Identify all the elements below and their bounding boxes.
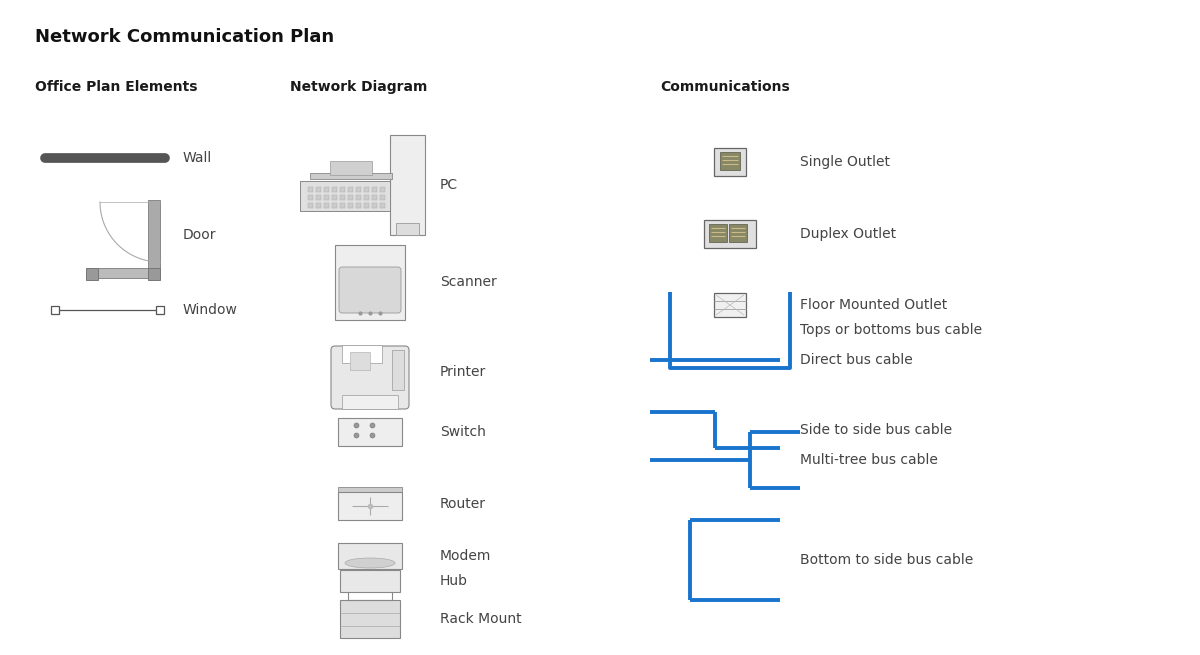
Bar xyxy=(356,195,361,200)
Text: Scanner: Scanner xyxy=(440,275,497,289)
Bar xyxy=(392,350,404,390)
Bar xyxy=(350,352,370,370)
Bar xyxy=(340,187,346,192)
Text: Duplex Outlet: Duplex Outlet xyxy=(800,227,896,241)
Text: Switch: Switch xyxy=(440,425,486,439)
Bar xyxy=(310,173,392,179)
Text: Router: Router xyxy=(440,497,486,511)
Text: Bottom to side bus cable: Bottom to side bus cable xyxy=(800,553,973,567)
FancyBboxPatch shape xyxy=(331,346,409,409)
Bar xyxy=(338,418,402,446)
Bar xyxy=(324,195,329,200)
Text: Multi-tree bus cable: Multi-tree bus cable xyxy=(800,453,938,467)
Bar xyxy=(340,570,400,592)
Text: Network Communication Plan: Network Communication Plan xyxy=(35,28,334,46)
Bar xyxy=(342,345,382,363)
Bar xyxy=(300,181,390,211)
FancyBboxPatch shape xyxy=(340,267,401,313)
Text: Hub: Hub xyxy=(440,574,468,588)
Bar xyxy=(714,293,746,317)
Bar xyxy=(324,203,329,208)
Bar xyxy=(372,195,377,200)
Bar xyxy=(338,543,402,569)
Text: Door: Door xyxy=(182,228,216,242)
Bar xyxy=(356,187,361,192)
Bar xyxy=(720,152,740,170)
Bar xyxy=(348,203,353,208)
Bar xyxy=(730,224,746,242)
Bar xyxy=(372,203,377,208)
Bar xyxy=(372,187,377,192)
Bar xyxy=(156,306,164,314)
Bar xyxy=(316,195,322,200)
Bar xyxy=(308,187,313,192)
Text: Direct bus cable: Direct bus cable xyxy=(800,353,913,367)
Bar xyxy=(714,148,746,176)
Bar xyxy=(380,187,385,192)
Text: Floor Mounted Outlet: Floor Mounted Outlet xyxy=(800,298,947,312)
Bar xyxy=(86,268,98,280)
Text: Side to side bus cable: Side to side bus cable xyxy=(800,423,952,437)
Bar xyxy=(332,187,337,192)
Bar xyxy=(335,245,406,320)
Bar xyxy=(380,203,385,208)
Bar xyxy=(50,306,59,314)
Text: PC: PC xyxy=(440,178,458,192)
Bar xyxy=(324,187,329,192)
Bar xyxy=(308,195,313,200)
Bar xyxy=(340,195,346,200)
Bar xyxy=(364,195,370,200)
Bar xyxy=(338,487,402,492)
Text: Printer: Printer xyxy=(440,365,486,379)
Text: Network Diagram: Network Diagram xyxy=(290,80,427,94)
Bar xyxy=(342,395,398,409)
Bar xyxy=(364,187,370,192)
Text: Modem: Modem xyxy=(440,549,491,563)
Ellipse shape xyxy=(346,558,395,568)
Text: Tops or bottoms bus cable: Tops or bottoms bus cable xyxy=(800,323,982,337)
Text: Office Plan Elements: Office Plan Elements xyxy=(35,80,198,94)
Bar xyxy=(348,195,353,200)
Bar xyxy=(709,224,727,242)
Bar xyxy=(356,203,361,208)
Text: Rack Mount: Rack Mount xyxy=(440,612,522,626)
Text: Wall: Wall xyxy=(182,151,212,165)
Bar xyxy=(396,223,419,235)
Bar xyxy=(330,161,372,175)
Text: Communications: Communications xyxy=(660,80,790,94)
Bar xyxy=(148,268,160,280)
Bar xyxy=(340,600,400,638)
Bar xyxy=(332,195,337,200)
Bar xyxy=(704,220,756,248)
Text: Window: Window xyxy=(182,303,238,317)
Bar xyxy=(340,203,346,208)
Bar xyxy=(338,492,402,520)
Bar xyxy=(308,203,313,208)
Bar xyxy=(148,200,160,268)
Bar xyxy=(348,187,353,192)
Text: Single Outlet: Single Outlet xyxy=(800,155,890,169)
Bar xyxy=(316,187,322,192)
Bar xyxy=(88,268,160,278)
Bar xyxy=(364,203,370,208)
Bar xyxy=(390,135,425,235)
Bar xyxy=(332,203,337,208)
Bar xyxy=(380,195,385,200)
Bar xyxy=(316,203,322,208)
